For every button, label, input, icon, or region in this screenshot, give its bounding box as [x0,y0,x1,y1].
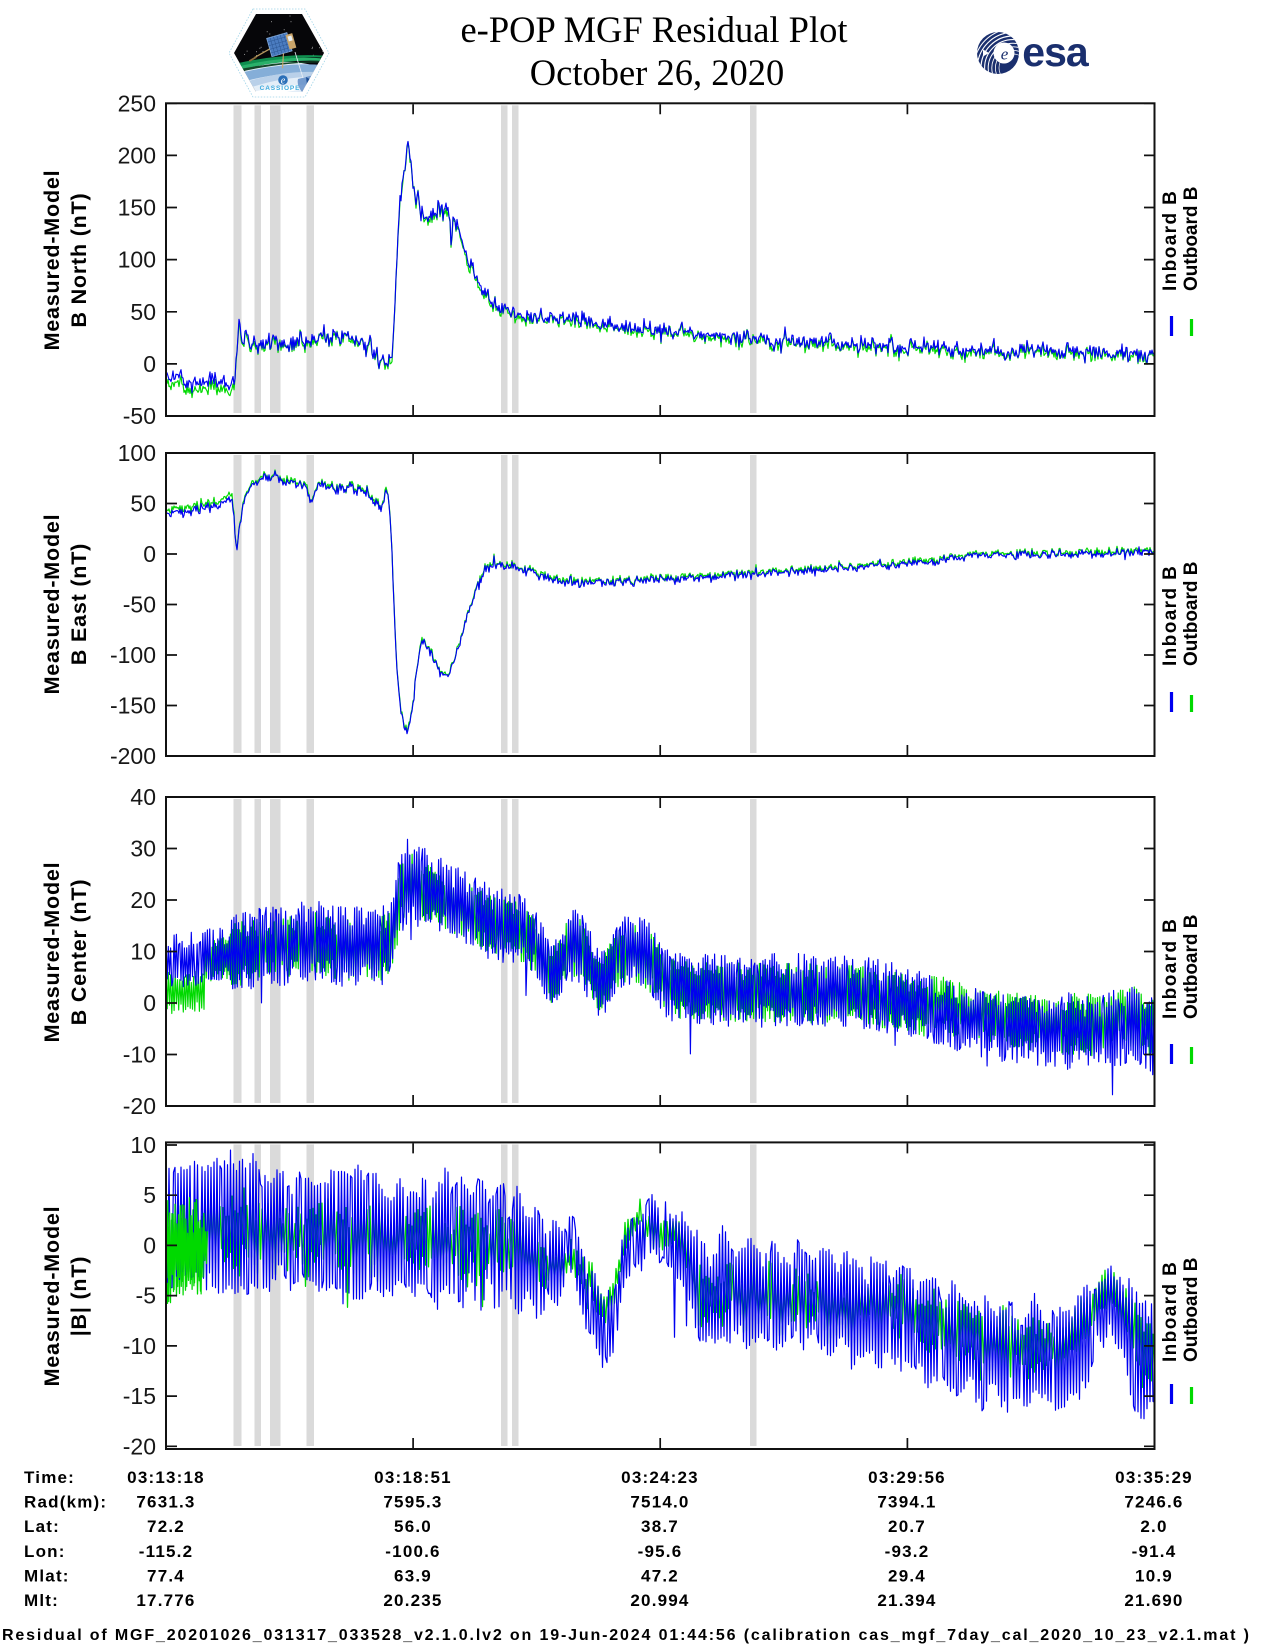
svg-text:100: 100 [118,247,156,273]
svg-text:e: e [1001,45,1009,64]
svg-text:Mlat:: Mlat: [24,1566,70,1585]
svg-text:Lon:: Lon: [24,1542,66,1561]
svg-text:77.4: 77.4 [147,1566,185,1585]
svg-text:Mlt:: Mlt: [24,1591,59,1610]
svg-text:-5: -5 [136,1283,156,1309]
svg-text:e: e [281,76,286,87]
svg-text:7631.3: 7631.3 [136,1493,195,1512]
svg-text:Outboard B: Outboard B [1181,915,1202,1020]
svg-text:20.7: 20.7 [888,1517,926,1536]
svg-text:29.4: 29.4 [888,1566,926,1585]
svg-text:-115.2: -115.2 [139,1542,193,1561]
svg-text:20: 20 [130,887,156,913]
svg-text:Outboard B: Outboard B [1181,1258,1202,1363]
svg-text:-91.4: -91.4 [1132,1542,1177,1561]
svg-text:7246.6: 7246.6 [1124,1493,1183,1512]
svg-text:-95.6: -95.6 [638,1542,683,1561]
svg-text:Inboard B: Inboard B [1160,1261,1181,1362]
svg-text:-200: -200 [110,743,156,769]
svg-text:Lat:: Lat: [24,1517,60,1536]
svg-text:03:18:51: 03:18:51 [374,1468,452,1487]
svg-text:B North (nT): B North (nT) [67,193,91,328]
svg-text:B Center (nT): B Center (nT) [67,879,91,1026]
svg-text:40: 40 [130,784,156,810]
svg-text:-100: -100 [110,642,156,668]
svg-text:10: 10 [130,1132,156,1158]
svg-text:20.994: 20.994 [630,1591,689,1610]
svg-text:63.9: 63.9 [394,1566,432,1585]
svg-text:Residual of MGF_20201026_03131: Residual of MGF_20201026_031317_033528_v… [2,1627,1251,1644]
svg-text:Rad(km):: Rad(km): [24,1493,107,1512]
svg-text:Inboard B: Inboard B [1160,918,1181,1019]
svg-text:03:35:29: 03:35:29 [1115,1468,1193,1487]
svg-text:-100.6: -100.6 [385,1542,440,1561]
svg-text:-10: -10 [123,1042,156,1068]
svg-text:2.0: 2.0 [1140,1517,1167,1536]
svg-text:7514.0: 7514.0 [630,1493,689,1512]
svg-text:200: 200 [118,142,156,168]
svg-text:50: 50 [130,299,156,325]
svg-text:03:13:18: 03:13:18 [127,1468,205,1487]
svg-text:30: 30 [130,836,156,862]
svg-text:10.9: 10.9 [1135,1566,1173,1585]
svg-text:21.394: 21.394 [877,1591,936,1610]
svg-text:150: 150 [118,195,156,221]
svg-text:October 26, 2020: October 26, 2020 [530,52,784,93]
svg-text:-20: -20 [123,1433,156,1459]
svg-text:Outboard B: Outboard B [1181,562,1202,667]
svg-text:Outboard B: Outboard B [1181,187,1202,292]
svg-text:e-POP MGF Residual Plot: e-POP MGF Residual Plot [460,9,847,50]
svg-text:03:24:23: 03:24:23 [621,1468,699,1487]
svg-text:10: 10 [130,939,156,965]
svg-text:CASSIOPE: CASSIOPE [260,85,301,92]
svg-text:-50: -50 [123,403,156,429]
svg-text:21.690: 21.690 [1124,1591,1183,1610]
svg-text:0: 0 [143,1232,156,1258]
svg-text:0: 0 [143,351,156,377]
svg-text:-20: -20 [123,1093,156,1119]
svg-text:-15: -15 [123,1383,156,1409]
svg-text:03:29:56: 03:29:56 [868,1468,946,1487]
svg-text:Time:: Time: [24,1468,75,1487]
svg-text:Inboard B: Inboard B [1160,565,1181,666]
svg-text:Measured-Model: Measured-Model [40,1206,64,1387]
svg-text:56.0: 56.0 [394,1517,432,1536]
svg-text:72.2: 72.2 [147,1517,185,1536]
svg-text:50: 50 [130,491,156,517]
svg-text:0: 0 [143,990,156,1016]
svg-text:17.776: 17.776 [136,1591,195,1610]
svg-text:38.7: 38.7 [641,1517,679,1536]
svg-text:7394.1: 7394.1 [877,1493,936,1512]
svg-text:7595.3: 7595.3 [383,1493,442,1512]
svg-text:Measured-Model: Measured-Model [40,170,64,351]
svg-text:-50: -50 [123,592,156,618]
svg-text:Measured-Model: Measured-Model [40,514,64,695]
svg-text:esa: esa [1022,29,1090,75]
svg-text:47.2: 47.2 [641,1566,679,1585]
svg-text:5: 5 [143,1182,156,1208]
svg-text:-150: -150 [110,693,156,719]
svg-text:B East (nT): B East (nT) [67,543,91,665]
svg-text:-93.2: -93.2 [885,1542,930,1561]
svg-text:Inboard B: Inboard B [1160,190,1181,291]
svg-text:0: 0 [143,541,156,567]
svg-text:Measured-Model: Measured-Model [40,862,64,1043]
svg-text:250: 250 [118,90,156,116]
svg-text:100: 100 [118,440,156,466]
svg-text:|B| (nT): |B| (nT) [67,1256,91,1337]
svg-text:-10: -10 [123,1333,156,1359]
svg-text:20.235: 20.235 [383,1591,442,1610]
